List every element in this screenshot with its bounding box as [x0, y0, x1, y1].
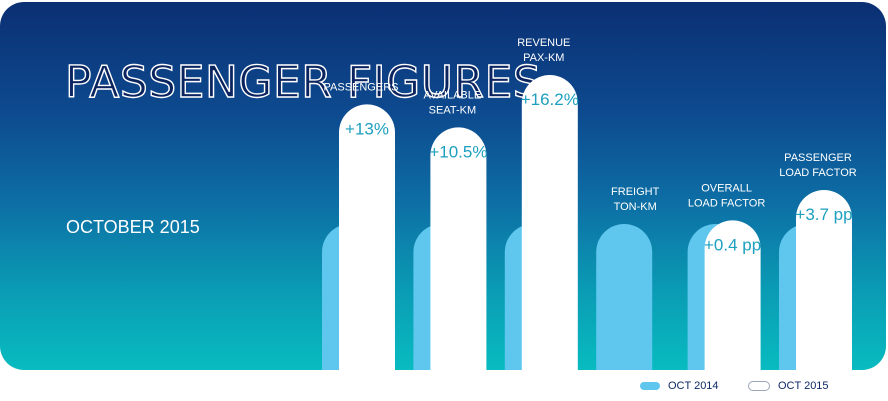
category-label-3-1: TON-KM — [614, 201, 657, 213]
chart-title: PASSENGER FIGURES — [64, 56, 542, 108]
bar-oct2015-2 — [521, 74, 578, 370]
chart-panel: PASSENGER FIGURES OCTOBER 2015 +13% PASSE… — [0, 2, 886, 370]
data-label-1: +10.5% — [429, 142, 487, 161]
category-label-3-0: FREIGHT — [611, 186, 660, 198]
category-label-2-1: PAX-KM — [523, 52, 564, 64]
category-label-1-1: SEAT-KM — [429, 104, 476, 116]
bar-oct2014-3 — [596, 224, 653, 370]
category-label-5-1: LOAD FACTOR — [779, 167, 856, 179]
category-label-1-0: AVAILABLE — [424, 89, 482, 101]
bar-oct2015-4 — [704, 220, 761, 370]
legend-item-oct2014: OCT 2014 — [640, 380, 719, 392]
data-label-0: +13% — [345, 119, 389, 138]
category-label-4-1: LOAD FACTOR — [688, 197, 765, 209]
category-label-2-0: REVENUE — [517, 37, 570, 49]
category-label-5-0: PASSENGER — [784, 152, 852, 164]
data-label-4: +0.4 pp — [704, 235, 761, 254]
data-label-5: +3.7 pp — [795, 205, 852, 224]
bar-oct2015-0 — [339, 104, 395, 370]
bar-chart: +13% PASSENGERS +10.5% AVAILABLE SEAT-KM +16.… — [322, 37, 857, 370]
legend-swatch-oct2014 — [640, 382, 660, 390]
category-label-4-0: OVERALL — [701, 182, 752, 194]
legend-label-oct2014: OCT 2014 — [668, 380, 719, 392]
bar-oct2015-1 — [430, 127, 487, 370]
category-label-0-0: PASSENGERS — [324, 81, 399, 93]
chart-subtitle: OCTOBER 2015 — [66, 217, 200, 237]
data-label-2: +16.2% — [521, 90, 579, 109]
legend-swatch-oct2015 — [748, 381, 770, 391]
bar-oct2015-5 — [796, 189, 852, 370]
legend-label-oct2015: OCT 2015 — [778, 380, 829, 392]
legend-item-oct2015: OCT 2015 — [748, 380, 829, 392]
